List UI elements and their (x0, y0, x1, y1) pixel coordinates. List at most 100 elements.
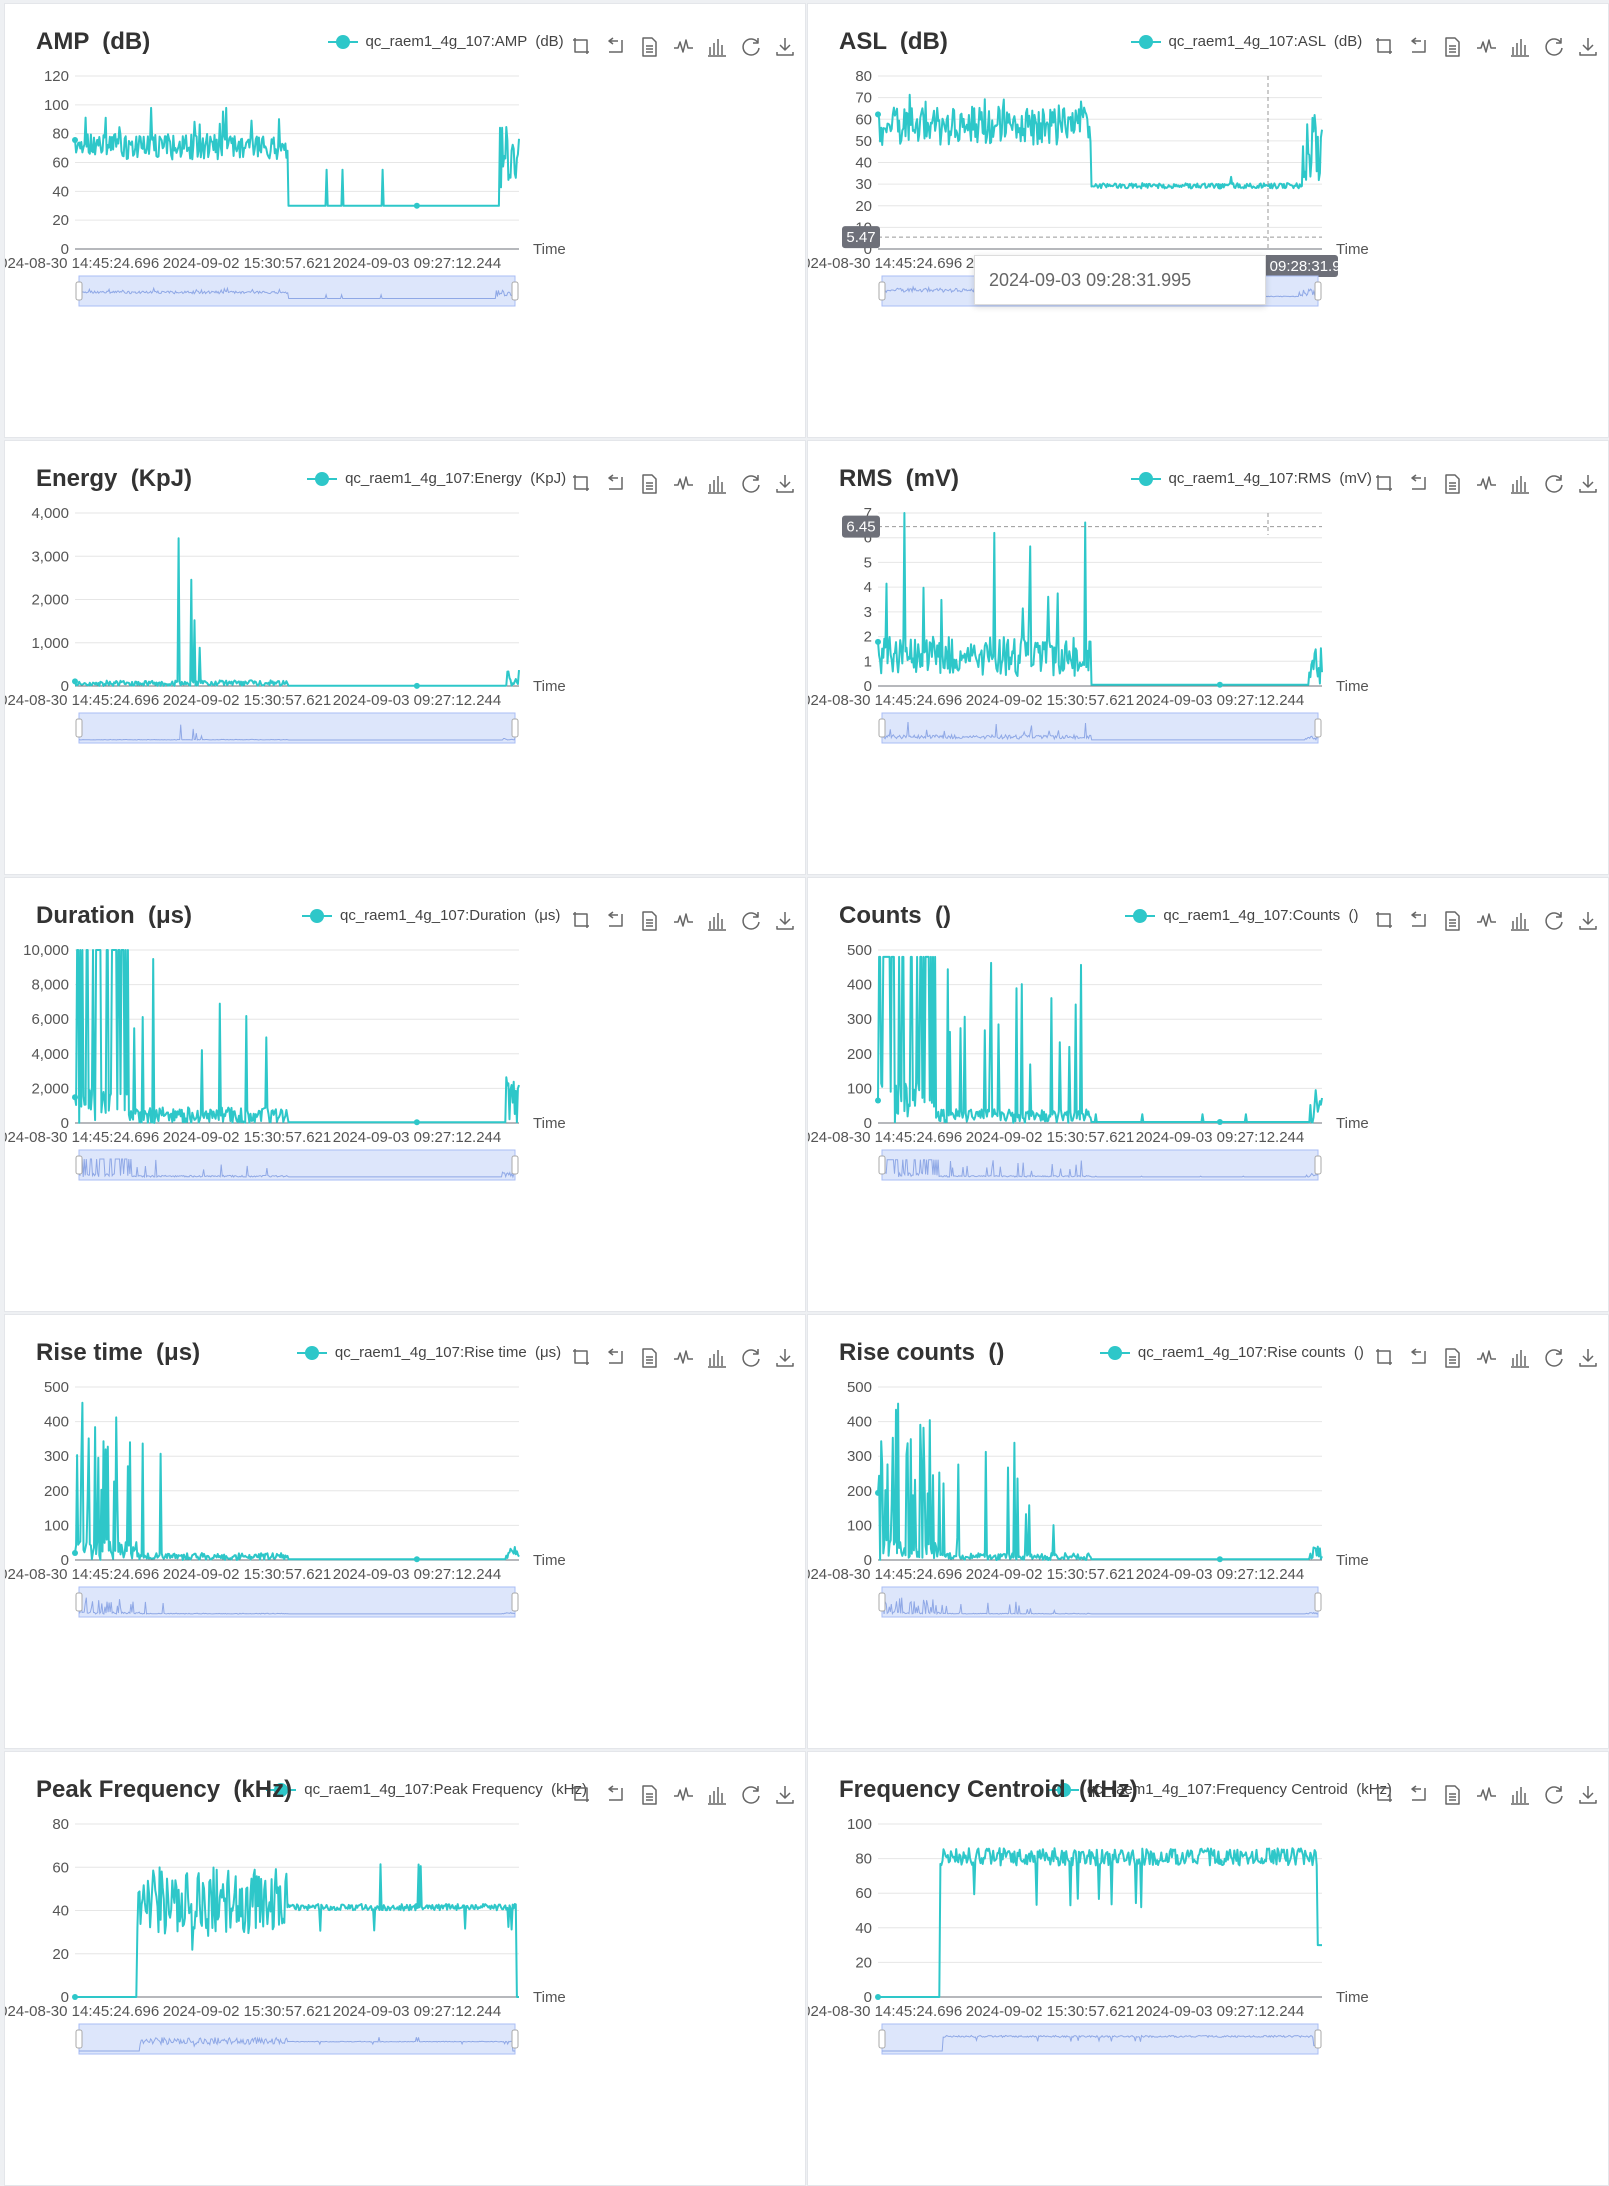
data-view-icon[interactable] (637, 1345, 661, 1369)
datazoom-handle[interactable] (511, 718, 519, 738)
datazoom-slider[interactable] (881, 1149, 1319, 1181)
datazoom-slider[interactable] (881, 1586, 1319, 1618)
save-image-icon[interactable] (1576, 471, 1600, 495)
restore-icon[interactable] (739, 1345, 763, 1369)
datazoom-slider[interactable] (78, 1586, 516, 1618)
datazoom-handle[interactable] (1314, 1155, 1322, 1175)
zoom-area-icon[interactable] (1372, 34, 1396, 58)
bar-chart-icon[interactable] (705, 34, 729, 58)
legend-item[interactable]: qc_raem1_4g_107:Duration (μs) (302, 907, 560, 924)
datazoom-handle[interactable] (878, 718, 886, 738)
save-image-icon[interactable] (1576, 1782, 1600, 1806)
zoom-reset-icon[interactable] (1406, 1782, 1430, 1806)
zoom-reset-icon[interactable] (603, 471, 627, 495)
series-line[interactable] (877, 512, 1323, 686)
series-line[interactable] (74, 537, 520, 687)
datazoom-handle[interactable] (1314, 281, 1322, 301)
restore-icon[interactable] (1542, 908, 1566, 932)
data-point[interactable] (413, 1119, 420, 1126)
datazoom-handle[interactable] (1314, 2029, 1322, 2049)
bar-chart-icon[interactable] (1508, 34, 1532, 58)
series-line[interactable] (74, 106, 520, 207)
legend-item[interactable]: qc_raem1_4g_107:Energy (KpJ) (307, 470, 566, 487)
legend-item[interactable]: qc_raem1_4g_107:RMS (mV) (1130, 470, 1372, 487)
datazoom-handle[interactable] (75, 281, 83, 301)
restore-icon[interactable] (739, 908, 763, 932)
bar-chart-icon[interactable] (705, 908, 729, 932)
zoom-area-icon[interactable] (569, 471, 593, 495)
restore-icon[interactable] (739, 34, 763, 58)
datazoom-slider[interactable] (78, 275, 516, 307)
data-point[interactable] (875, 1994, 881, 2000)
legend-item[interactable]: qc_raem1_4g_107:Peak Frequency (kHz) (266, 1781, 587, 1798)
save-image-icon[interactable] (773, 34, 797, 58)
series-line[interactable] (877, 93, 1323, 190)
line-chart-icon[interactable] (1474, 1782, 1498, 1806)
data-point[interactable] (1216, 183, 1223, 190)
series-line[interactable] (74, 949, 520, 1124)
datazoom-handle[interactable] (75, 2029, 83, 2049)
line-chart-icon[interactable] (1474, 908, 1498, 932)
restore-icon[interactable] (1542, 34, 1566, 58)
zoom-area-icon[interactable] (569, 1782, 593, 1806)
bar-chart-icon[interactable] (1508, 908, 1532, 932)
data-point[interactable] (1216, 1858, 1223, 1865)
data-point[interactable] (875, 1489, 881, 1496)
zoom-reset-icon[interactable] (1406, 1345, 1430, 1369)
datazoom-handle[interactable] (75, 718, 83, 738)
zoom-area-icon[interactable] (1372, 908, 1396, 932)
data-point[interactable] (413, 202, 420, 209)
data-point[interactable] (875, 111, 881, 118)
datazoom-handle[interactable] (1314, 1592, 1322, 1612)
save-image-icon[interactable] (773, 1345, 797, 1369)
zoom-area-icon[interactable] (1372, 1782, 1396, 1806)
zoom-reset-icon[interactable] (603, 908, 627, 932)
data-view-icon[interactable] (637, 471, 661, 495)
legend-item[interactable]: qc_raem1_4g_107:AMP (dB) (327, 33, 564, 50)
datazoom-handle[interactable] (878, 1592, 886, 1612)
line-chart-icon[interactable] (671, 908, 695, 932)
series-line[interactable] (877, 1402, 1323, 1561)
zoom-area-icon[interactable] (1372, 1345, 1396, 1369)
datazoom-handle[interactable] (878, 1155, 886, 1175)
restore-icon[interactable] (1542, 471, 1566, 495)
data-point[interactable] (875, 638, 881, 645)
datazoom-handle[interactable] (511, 1592, 519, 1612)
line-chart-icon[interactable] (671, 1782, 695, 1806)
bar-chart-icon[interactable] (705, 1345, 729, 1369)
save-image-icon[interactable] (1576, 908, 1600, 932)
data-view-icon[interactable] (1440, 1345, 1464, 1369)
datazoom-handle[interactable] (75, 1155, 83, 1175)
datazoom-handle[interactable] (511, 2029, 519, 2049)
zoom-reset-icon[interactable] (603, 34, 627, 58)
line-chart-icon[interactable] (1474, 471, 1498, 495)
data-view-icon[interactable] (1440, 471, 1464, 495)
data-point[interactable] (72, 1094, 78, 1101)
zoom-reset-icon[interactable] (603, 1345, 627, 1369)
bar-chart-icon[interactable] (1508, 1782, 1532, 1806)
series-line[interactable] (75, 1863, 519, 1998)
data-view-icon[interactable] (637, 34, 661, 58)
data-point[interactable] (72, 1994, 78, 2000)
datazoom-handle[interactable] (878, 2029, 886, 2049)
data-point[interactable] (72, 1549, 78, 1556)
data-point[interactable] (1216, 1118, 1223, 1125)
series-line[interactable] (877, 955, 1323, 1124)
zoom-reset-icon[interactable] (1406, 34, 1430, 58)
restore-icon[interactable] (1542, 1345, 1566, 1369)
legend-item[interactable]: qc_raem1_4g_107:Rise time (μs) (296, 1344, 561, 1361)
data-view-icon[interactable] (1440, 1782, 1464, 1806)
datazoom-handle[interactable] (878, 281, 886, 301)
data-view-icon[interactable] (637, 1782, 661, 1806)
datazoom-handle[interactable] (75, 1592, 83, 1612)
line-chart-icon[interactable] (1474, 34, 1498, 58)
line-chart-icon[interactable] (671, 1345, 695, 1369)
save-image-icon[interactable] (773, 471, 797, 495)
save-image-icon[interactable] (1576, 34, 1600, 58)
zoom-reset-icon[interactable] (603, 1782, 627, 1806)
data-point[interactable] (413, 682, 420, 689)
zoom-area-icon[interactable] (569, 908, 593, 932)
datazoom-handle[interactable] (1314, 718, 1322, 738)
data-view-icon[interactable] (1440, 908, 1464, 932)
data-point[interactable] (413, 1902, 420, 1909)
